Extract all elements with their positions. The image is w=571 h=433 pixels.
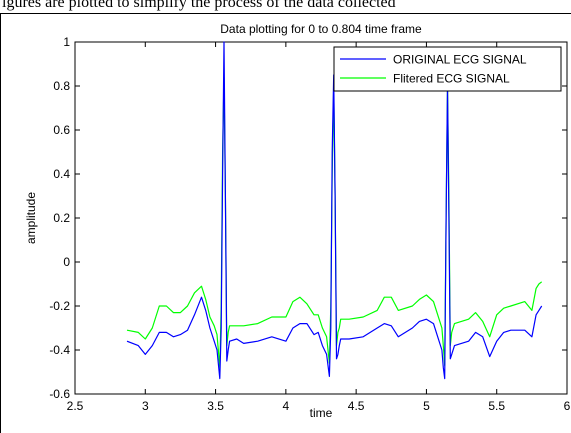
series-layer <box>126 41 543 380</box>
x-axis-label: time <box>310 406 333 420</box>
y-tick-label: 0.4 <box>53 167 70 181</box>
x-tick-label: 5.5 <box>488 399 505 413</box>
y-tick-label: -0.4 <box>49 343 70 357</box>
x-tick-label: 4 <box>283 399 290 413</box>
y-tick-label: -0.6 <box>49 387 70 401</box>
axis-ticks: 2.5 3 3.5 4 4.5 5 5.5 6 -0.6 -0.4 -0.2 0 0.2 0.4 0.6 0.… <box>49 35 570 413</box>
y-tick-label: 0.2 <box>53 211 70 225</box>
y-tick-label: 1 <box>63 35 70 49</box>
figure-caption: igures are plotted to simplify the proce… <box>2 0 396 11</box>
y-tick-label: 0.6 <box>53 123 70 137</box>
y-tick-label: 0.8 <box>53 79 70 93</box>
x-tick-label: 6 <box>564 399 571 413</box>
figure-frame: Data plotting for 0 to 0.804 time frame … <box>0 13 571 433</box>
y-axis-label: amplitude <box>24 192 38 244</box>
y-tick-label: 0 <box>63 255 70 269</box>
y-tick-label: -0.2 <box>49 299 70 313</box>
x-tick-label: 3 <box>142 399 149 413</box>
chart-title: Data plotting for 0 to 0.804 time frame <box>220 22 422 36</box>
plot-area <box>74 41 568 395</box>
x-tick-label: 2.5 <box>67 399 84 413</box>
legend: ORIGINAL ECG SIGNAL Flitered ECG SIGNAL <box>333 46 562 92</box>
series-line-original <box>126 41 543 380</box>
legend-label-filtered: Flitered ECG SIGNAL <box>393 72 510 86</box>
x-tick-label: 4.5 <box>348 399 365 413</box>
x-tick-label: 3.5 <box>207 399 224 413</box>
legend-label-original: ORIGINAL ECG SIGNAL <box>393 53 527 67</box>
legend-box <box>333 46 562 92</box>
ecg-chart: Data plotting for 0 to 0.804 time frame … <box>24 22 571 420</box>
x-tick-label: 5 <box>423 399 430 413</box>
